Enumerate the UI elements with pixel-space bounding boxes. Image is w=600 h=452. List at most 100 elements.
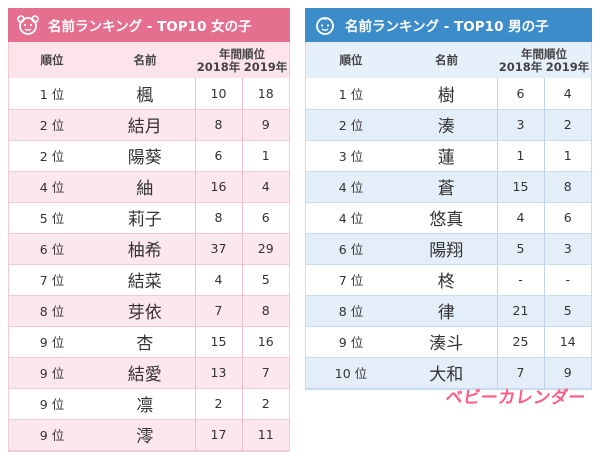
boys-col-years: 年間順位 2018年 2019年 — [497, 42, 591, 78]
girls-col-years-title: 年間順位 — [219, 47, 265, 62]
rank-cell: 9 位 — [39, 335, 65, 350]
rank-2018-cell: 10 — [194, 78, 242, 109]
boys-col-name: 名前 — [435, 52, 458, 67]
boys-ranking-table: 順位 名前 年間順位 2018年 2019年 1 位 樹 6 — [306, 42, 591, 389]
name-cell: 杏 — [136, 334, 154, 354]
name-cell: 澪 — [136, 427, 154, 447]
rank-2019-cell: 16 — [241, 326, 289, 357]
name-cell: 凛 — [136, 396, 154, 416]
rank-2019-cell: 2 — [543, 109, 591, 140]
name-cell: 柊 — [437, 272, 455, 292]
girls-ranking-panel: 名前ランキング - TOP10 女の子 順位 名前 年間順位 2018年 201… — [8, 8, 290, 452]
table-row: 9 位 凛 2 2 — [9, 388, 289, 419]
rank-cell: 9 位 — [39, 428, 65, 443]
babycalendar-logo: ベビーカレンダー — [444, 388, 588, 408]
name-cell: 湊斗 — [429, 334, 464, 354]
name-cell: 蓮 — [437, 148, 455, 168]
name-cell: 湊 — [437, 117, 455, 137]
rank-2018-cell: 13 — [194, 357, 242, 388]
name-cell: 楓 — [136, 85, 154, 106]
name-cell: 結菜 — [127, 272, 162, 292]
boys-col-2019: 2019年 — [545, 60, 590, 74]
table-row: 8 位 律 21 5 — [306, 295, 591, 326]
rank-cell: 2 位 — [338, 118, 364, 133]
table-row: 10 位 大和 7 9 — [306, 357, 591, 388]
girls-panel-header: 名前ランキング - TOP10 女の子 — [8, 8, 290, 42]
rank-2018-cell: 4 — [194, 264, 242, 295]
rank-cell: 8 位 — [39, 304, 65, 319]
name-cell: 莉子 — [127, 210, 162, 230]
girls-col-name: 名前 — [133, 52, 157, 67]
boys-col-rank: 順位 — [339, 52, 363, 67]
rank-2019-cell: 29 — [241, 233, 289, 264]
rank-cell: 7 位 — [39, 273, 65, 288]
table-row: 7 位 柊 - - — [306, 264, 591, 295]
rank-cell: 8 位 — [338, 304, 364, 319]
rank-cell: 3 位 — [338, 149, 364, 164]
table-row: 3 位 蓮 1 1 — [306, 140, 591, 171]
table-row: 6 位 柚希 37 29 — [9, 233, 289, 264]
boys-col-2018: 2018年 — [498, 60, 543, 74]
rank-cell: 4 位 — [39, 180, 65, 195]
name-cell: 樹 — [437, 85, 455, 106]
rank-cell: 6 位 — [39, 242, 65, 257]
rank-2018-cell: 8 — [194, 202, 242, 233]
rank-2018-cell: 15 — [194, 326, 242, 357]
rank-2018-cell: 2 — [194, 388, 242, 419]
rank-cell: 1 位 — [338, 86, 364, 102]
rank-2019-cell: 1 — [241, 140, 289, 171]
table-row: 2 位 湊 3 2 — [306, 109, 591, 140]
name-cell: 結月 — [127, 117, 162, 137]
rank-2018-cell: 4 — [496, 202, 544, 233]
rank-2018-cell: 6 — [194, 140, 242, 171]
rank-2018-cell: 7 — [496, 357, 544, 388]
rank-2019-cell: 8 — [241, 295, 289, 326]
rank-2019-cell: 11 — [241, 419, 289, 450]
table-row: 4 位 悠真 4 6 — [306, 202, 591, 233]
rank-2019-cell: 6 — [241, 202, 289, 233]
rank-cell: 4 位 — [338, 180, 364, 195]
rank-2018-cell: 1 — [496, 140, 544, 171]
rank-2019-cell: 9 — [543, 357, 591, 388]
rank-2018-cell: 16 — [194, 171, 242, 202]
rank-2019-cell: 14 — [543, 326, 591, 357]
girls-table-header-row: 順位 名前 年間順位 2018年 2019年 — [9, 42, 289, 78]
boys-panel-header: 名前ランキング - TOP10 男の子 — [305, 8, 592, 42]
rank-2019-cell: 4 — [543, 78, 591, 109]
rank-2018-cell: 25 — [496, 326, 544, 357]
rank-2018-cell: 21 — [496, 295, 544, 326]
name-cell: 柚希 — [127, 241, 162, 261]
rank-cell: 9 位 — [338, 335, 364, 350]
boys-col-years-title: 年間順位 — [521, 47, 567, 62]
table-row: 6 位 陽翔 5 3 — [306, 233, 591, 264]
rank-cell: 10 位 — [334, 366, 368, 381]
boys-table-frame: 順位 名前 年間順位 2018年 2019年 1 位 樹 6 — [305, 42, 592, 390]
rank-2019-cell: 3 — [543, 233, 591, 264]
rank-2019-cell: 18 — [241, 78, 289, 109]
rank-2018-cell: 3 — [496, 109, 544, 140]
girls-table-frame: 順位 名前 年間順位 2018年 2019年 1 位 楓 10 — [8, 42, 290, 452]
rank-2018-cell: 37 — [194, 233, 242, 264]
rank-2019-cell: 4 — [241, 171, 289, 202]
girls-ranking-table: 順位 名前 年間順位 2018年 2019年 1 位 楓 10 — [9, 42, 289, 451]
table-row: 1 位 楓 10 18 — [9, 78, 289, 109]
rank-2019-cell: 7 — [241, 357, 289, 388]
rank-2018-cell: 15 — [496, 171, 544, 202]
rank-2019-cell: 6 — [543, 202, 591, 233]
rank-2018-cell: 7 — [194, 295, 242, 326]
rank-2019-cell: 5 — [241, 264, 289, 295]
table-row: 4 位 紬 16 4 — [9, 171, 289, 202]
table-row: 1 位 樹 6 4 — [306, 78, 591, 109]
name-cell: 紬 — [136, 179, 154, 199]
boys-ranking-panel: 名前ランキング - TOP10 男の子 順位 名前 年間順位 2018年 201… — [305, 8, 592, 390]
rank-2019-cell: 8 — [543, 171, 591, 202]
name-cell: 結愛 — [127, 365, 162, 385]
girls-panel-title: 名前ランキング - TOP10 女の子 — [48, 19, 252, 35]
rank-2018-cell: 5 — [496, 233, 544, 264]
girls-col-years: 年間順位 2018年 2019年 — [195, 42, 289, 78]
rank-2018-cell: 17 — [194, 419, 242, 450]
table-row: 2 位 結月 8 9 — [9, 109, 289, 140]
name-cell: 陽翔 — [429, 241, 464, 261]
girl-face-icon — [16, 15, 40, 35]
rank-2018-cell: 6 — [496, 78, 544, 109]
